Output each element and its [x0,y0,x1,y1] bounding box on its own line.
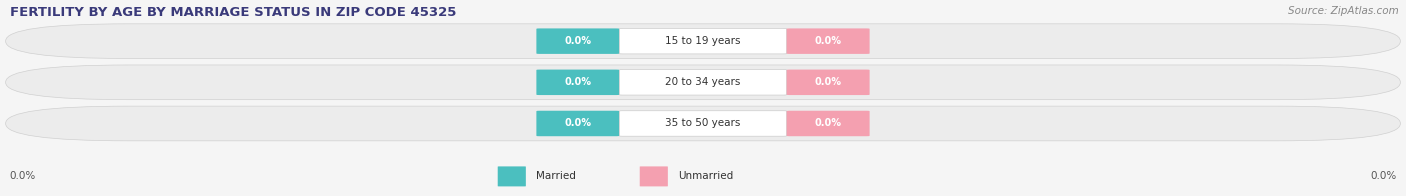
Text: 35 to 50 years: 35 to 50 years [665,118,741,129]
FancyBboxPatch shape [619,111,787,136]
FancyBboxPatch shape [787,28,869,54]
FancyBboxPatch shape [6,24,1400,59]
Text: 0.0%: 0.0% [10,171,37,181]
Text: 15 to 19 years: 15 to 19 years [665,36,741,46]
Text: 0.0%: 0.0% [814,118,842,129]
FancyBboxPatch shape [619,70,787,95]
FancyBboxPatch shape [537,111,619,136]
FancyBboxPatch shape [498,166,526,186]
Text: FERTILITY BY AGE BY MARRIAGE STATUS IN ZIP CODE 45325: FERTILITY BY AGE BY MARRIAGE STATUS IN Z… [10,6,456,19]
Text: 0.0%: 0.0% [814,77,842,87]
Text: 0.0%: 0.0% [564,77,592,87]
Text: 20 to 34 years: 20 to 34 years [665,77,741,87]
FancyBboxPatch shape [640,166,668,186]
FancyBboxPatch shape [6,65,1400,100]
Text: Unmarried: Unmarried [678,171,733,181]
Text: Source: ZipAtlas.com: Source: ZipAtlas.com [1288,6,1399,16]
Text: 0.0%: 0.0% [564,118,592,129]
FancyBboxPatch shape [537,70,619,95]
Text: 0.0%: 0.0% [814,36,842,46]
Text: Married: Married [536,171,575,181]
FancyBboxPatch shape [787,111,869,136]
FancyBboxPatch shape [6,106,1400,141]
FancyBboxPatch shape [787,70,869,95]
Text: 0.0%: 0.0% [1369,171,1396,181]
FancyBboxPatch shape [619,28,787,54]
FancyBboxPatch shape [537,28,619,54]
Text: 0.0%: 0.0% [564,36,592,46]
